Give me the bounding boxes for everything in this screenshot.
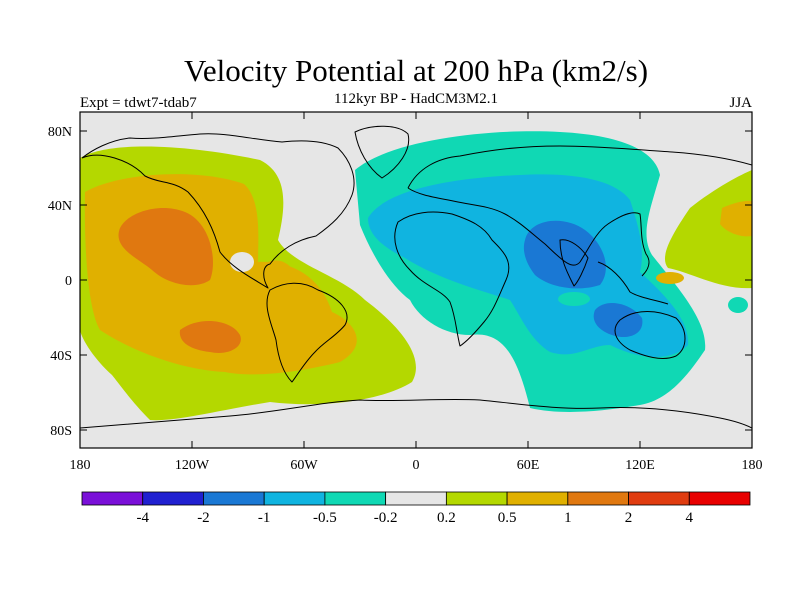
coast-india	[559, 239, 589, 287]
coast-greenland	[354, 125, 410, 179]
colorbar: -4 -2 -1 -0.5 -0.2 0.2 0.5 1 2 4	[81, 491, 751, 526]
positive-anomaly-region	[80, 146, 416, 421]
coast-antarctica	[80, 398, 752, 429]
colorbar-label: 0.5	[498, 510, 517, 526]
colorbar-swatch	[385, 491, 447, 506]
colorbar-swatch	[445, 491, 508, 506]
neutral-pocket-mexico	[230, 252, 254, 272]
lon-tick-label: 180	[70, 458, 91, 473]
season-label: JJA	[729, 95, 752, 111]
positive-pocket-tropical-pacific	[656, 272, 684, 284]
colorbar-label: 2	[625, 510, 633, 526]
axis-ticks	[80, 112, 752, 448]
lon-tick-label: 0	[413, 458, 420, 473]
colorbar-label: -4	[136, 510, 149, 526]
lon-tick-label: 180	[742, 458, 763, 473]
colorbar-swatch	[203, 491, 265, 506]
map-subtitle: 112kyr BP - HadCM3M2.1	[334, 91, 498, 107]
contour-fill-minus-1-australia	[593, 303, 643, 338]
coast-europe-asia	[407, 145, 752, 277]
lat-tick-label: 40S	[50, 349, 72, 364]
colorbar-label: 0.2	[437, 510, 456, 526]
colorbar-swatch	[81, 491, 144, 506]
colorbar-swatch	[263, 491, 326, 506]
coast-africa	[394, 211, 510, 347]
colorbar-label: 4	[686, 510, 694, 526]
lon-tick-label: 60W	[290, 458, 318, 473]
map-title: Velocity Potential at 200 hPa (km2/s)	[184, 53, 648, 88]
latitude-labels: 80N 40N 0 40S 80S	[48, 125, 72, 439]
colorbar-swatch	[506, 491, 569, 506]
colorbar-label: -1	[258, 510, 271, 526]
map-panel	[80, 112, 752, 448]
lon-tick-label: 60E	[517, 458, 540, 473]
contour-fill-1-amazon	[268, 260, 297, 296]
colorbar-swatch	[324, 491, 387, 506]
colorbar-swatch	[628, 491, 690, 506]
colorbar-label: -2	[197, 510, 210, 526]
coast-south-america	[266, 282, 348, 383]
weak-pocket-west-pacific	[728, 297, 748, 313]
longitude-labels: 180 120W 60W 0 60E 120E 180	[70, 458, 763, 473]
weak-pocket-indian-ocean	[558, 292, 590, 306]
positive-anomaly-far-east	[664, 170, 752, 289]
coast-southeast-asia	[597, 261, 669, 305]
lat-tick-label: 40N	[48, 199, 72, 214]
lat-tick-label: 80N	[48, 125, 72, 140]
colorbar-swatch	[567, 491, 629, 506]
coastlines	[80, 125, 752, 429]
colorbar-label: 1	[564, 510, 572, 526]
coast-north-america	[81, 133, 355, 289]
colorbar-swatch	[688, 491, 751, 506]
coast-australia	[614, 311, 686, 359]
colorbar-swatch	[142, 491, 204, 506]
lon-tick-label: 120W	[175, 458, 210, 473]
positive-anomaly-far-east-core	[720, 200, 752, 237]
contour-fill-1-southeast-pacific	[179, 320, 241, 353]
colorbar-label: -0.2	[374, 510, 398, 526]
lon-tick-label: 120E	[625, 458, 655, 473]
experiment-label: Expt = tdwt7-tdab7	[80, 95, 197, 111]
contour-fill-minus-1-india	[523, 220, 606, 289]
lat-tick-label: 80S	[50, 424, 72, 439]
colorbar-label: -0.5	[313, 510, 337, 526]
lat-tick-label: 0	[65, 274, 72, 289]
negative-anomaly-region	[355, 131, 748, 412]
contour-fill-1-northeast-pacific	[118, 207, 213, 286]
